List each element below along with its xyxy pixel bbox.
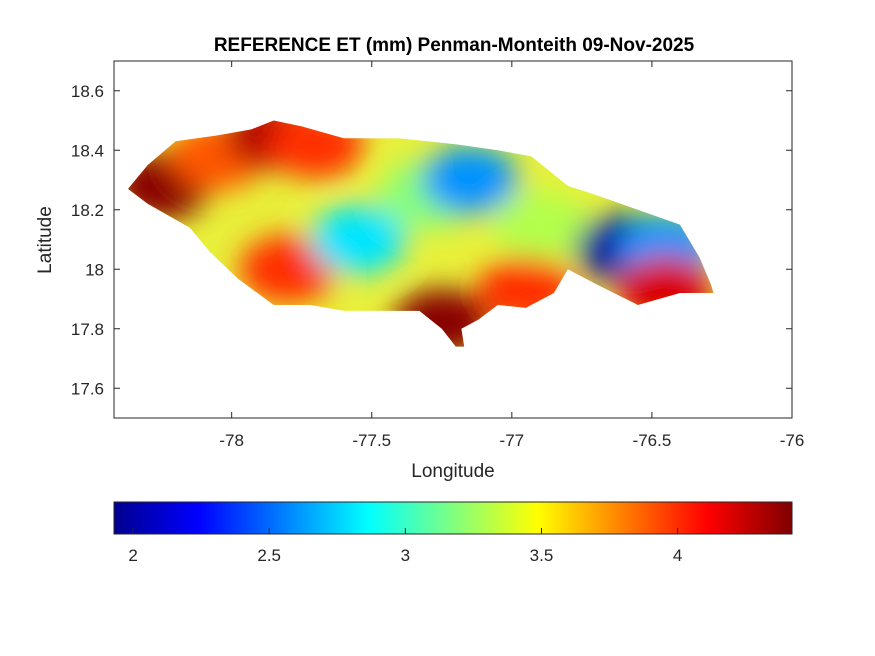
colorbar-tick-label: 2.5 bbox=[257, 546, 281, 565]
y-tick-label: 17.6 bbox=[71, 379, 104, 398]
value-blob-7 bbox=[421, 146, 518, 214]
x-tick-label: -78 bbox=[219, 431, 244, 450]
value-blob-10 bbox=[491, 190, 588, 259]
chart-title: REFERENCE ET (mm) Penman-Monteith 09-Nov… bbox=[214, 35, 695, 56]
colorbar-tick-label: 3.5 bbox=[530, 546, 554, 565]
value-blob-5 bbox=[309, 205, 406, 274]
y-axis: 17.6 17.8 18 18.2 18.4 18.6 bbox=[71, 82, 792, 398]
x-tick-label: -77.5 bbox=[352, 431, 391, 450]
colorbar-tick-label: 3 bbox=[401, 546, 410, 565]
x-tick-label: -76.5 bbox=[633, 431, 672, 450]
colorbar-ticks: 2 2.5 3 3.5 4 bbox=[128, 528, 682, 565]
colorbar-tick-label: 2 bbox=[128, 546, 137, 565]
y-tick-label: 18 bbox=[85, 260, 104, 279]
x-axis-label: Longitude bbox=[411, 461, 494, 482]
y-tick-label: 18.4 bbox=[71, 141, 104, 160]
value-blob-4 bbox=[239, 235, 336, 304]
colorbar-tick-label: 4 bbox=[673, 546, 682, 565]
et-heatmap bbox=[128, 120, 714, 347]
y-tick-label: 18.2 bbox=[71, 201, 104, 220]
y-tick-label: 17.8 bbox=[71, 320, 104, 339]
y-tick-label: 18.6 bbox=[71, 82, 104, 101]
colorbar bbox=[113, 501, 793, 535]
value-blob-layer bbox=[128, 120, 714, 347]
x-tick-label: -76 bbox=[780, 431, 805, 450]
x-axis: -78 -77.5 -77 -76.5 -76 bbox=[219, 61, 804, 450]
y-axis-label: Latitude bbox=[35, 206, 56, 274]
x-tick-label: -77 bbox=[500, 431, 525, 450]
